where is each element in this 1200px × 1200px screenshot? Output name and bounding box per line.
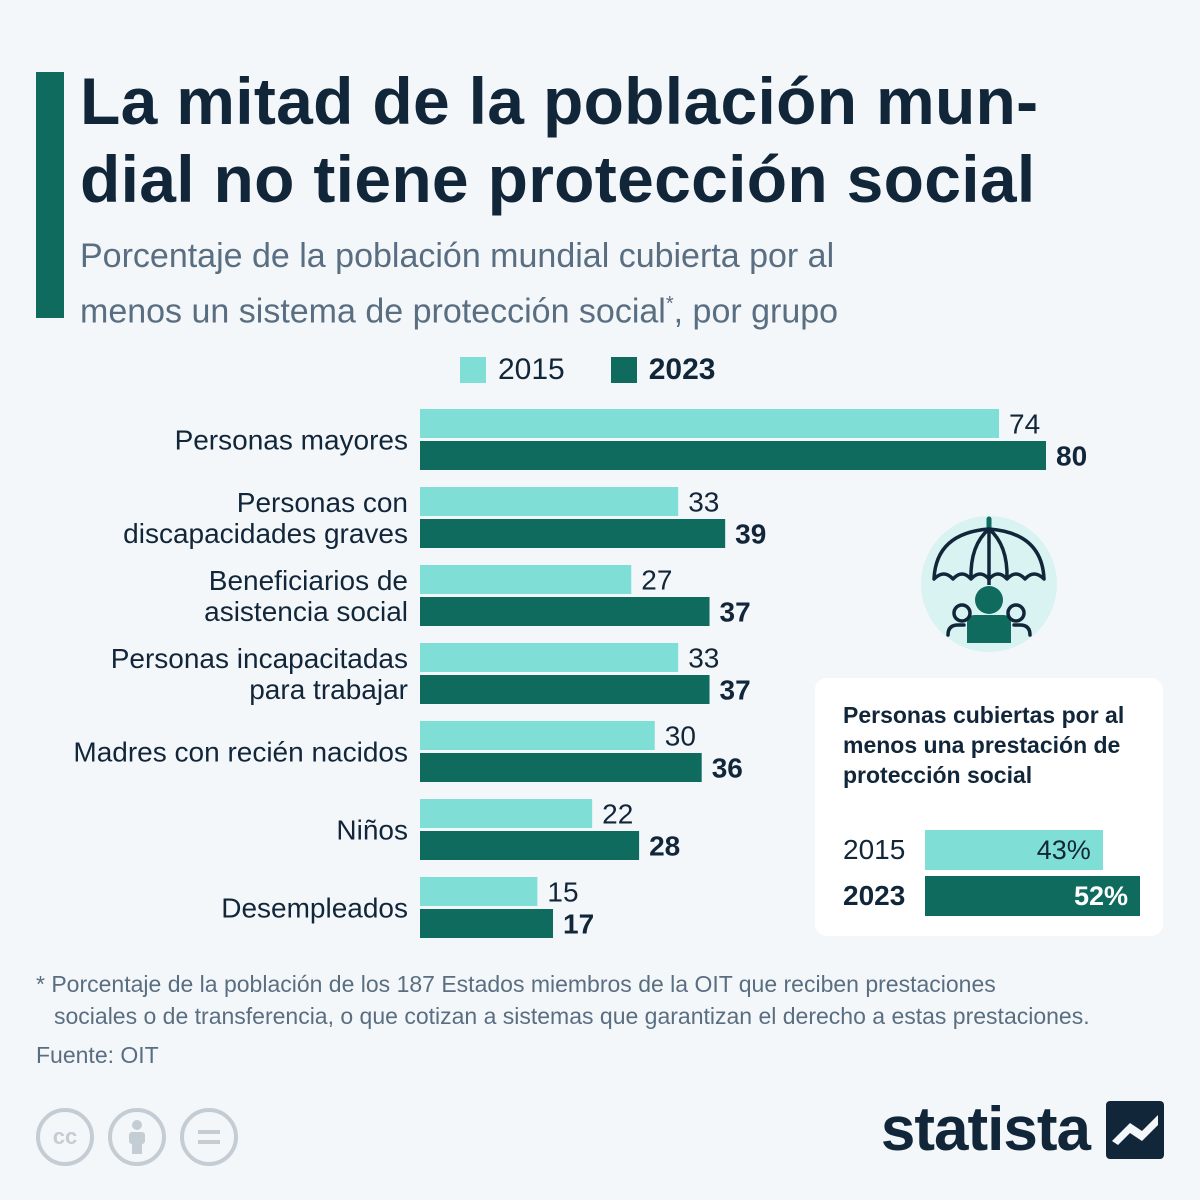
accent-bar xyxy=(36,72,64,318)
legend-swatch-2023 xyxy=(610,357,637,383)
bar-2023 xyxy=(420,753,702,782)
subtitle-tail: , por grupo xyxy=(673,292,839,331)
summary-year-2023: 2023 xyxy=(843,880,906,911)
summary-row-2023: 2023 52% xyxy=(843,876,1140,916)
title-line-2: dial no tiene protección social xyxy=(80,142,1036,216)
bar-2015 xyxy=(420,487,679,516)
category-label: Personas mayores xyxy=(175,425,408,456)
legend-swatch-2015 xyxy=(460,357,486,383)
bar-2023 xyxy=(420,597,710,626)
bar-2015 xyxy=(420,721,655,750)
bar-2023 xyxy=(420,675,710,704)
data-label-2023: 28 xyxy=(649,831,680,862)
bar-2023 xyxy=(420,831,640,860)
bar-2015 xyxy=(420,799,593,828)
data-label-2023: 37 xyxy=(720,675,751,706)
license-icons: cc xyxy=(36,1108,252,1166)
subtitle-line-2: menos un sistema de protección social xyxy=(80,292,666,331)
legend-item-2015: 2015 xyxy=(460,353,565,387)
data-label-2023: 39 xyxy=(735,519,766,550)
summary-year-2015: 2015 xyxy=(843,834,906,865)
category-label: Niños xyxy=(336,815,408,846)
footnote-line-2: sociales o de transferencia, o que cotiz… xyxy=(54,1003,1090,1029)
category-label: Madres con recién nacidos xyxy=(73,737,408,768)
data-label-2015: 33 xyxy=(688,487,719,518)
creative-commons-icon[interactable]: cc xyxy=(36,1108,94,1166)
summary-row-2015: 2015 43% xyxy=(843,830,1103,870)
no-derivatives-icon[interactable] xyxy=(180,1108,238,1166)
summary-bar-2023: 52% xyxy=(925,876,1140,916)
subtitle-line-1: Porcentaje de la población mundial cubie… xyxy=(80,237,835,275)
bar-chart: Personas mayores 74 80 Personas condiscapac… xyxy=(73,409,1087,940)
subtitle: Porcentaje de la población mundial cubie… xyxy=(80,232,1160,335)
brand-name: statista xyxy=(880,1095,1091,1164)
category-label: Beneficiarios de xyxy=(209,565,408,596)
data-label-2015: 74 xyxy=(1009,409,1040,440)
data-label-2015: 15 xyxy=(547,877,578,908)
summary-value-2015: 43% xyxy=(1036,834,1091,865)
summary-bar-2015: 43% xyxy=(925,830,1103,870)
statista-logo-icon xyxy=(1106,1100,1164,1159)
statista-brand[interactable]: statista xyxy=(881,1094,1164,1165)
bar-2023 xyxy=(420,519,726,548)
bar-2015 xyxy=(420,643,679,672)
subtitle-asterisk: * xyxy=(665,293,674,315)
chart-legend: 2015 2023 xyxy=(460,350,762,390)
data-label-2023: 36 xyxy=(712,753,743,784)
bar-2023 xyxy=(420,441,1046,470)
summary-box: Personas cubiertas por al menos una pres… xyxy=(815,678,1163,936)
category-label: asistencia social xyxy=(204,596,408,627)
data-label-2015: 27 xyxy=(641,565,672,596)
summary-title: Personas cubiertas por al menos una pres… xyxy=(843,702,1125,788)
data-label-2015: 22 xyxy=(602,799,633,830)
legend-label-2023: 2023 xyxy=(648,353,716,386)
legend-label-2015: 2015 xyxy=(498,353,565,386)
footnote-line-1: * Porcentaje de la población de los 187 … xyxy=(36,971,996,997)
summary-value-2023: 52% xyxy=(1073,880,1128,911)
legend-item-2023: 2023 xyxy=(610,353,716,387)
umbrella-people-icon xyxy=(920,515,1058,653)
category-label: para trabajar xyxy=(249,674,408,705)
data-label-2023: 37 xyxy=(720,597,751,628)
data-label-2015: 33 xyxy=(688,643,719,674)
data-label-2023: 17 xyxy=(563,909,594,940)
page-title: La mitad de la población mun- dial no ti… xyxy=(80,62,1180,218)
source: Fuente: OIT xyxy=(36,1042,159,1068)
category-label: Desempleados xyxy=(221,893,408,924)
bar-2023 xyxy=(420,909,554,938)
data-label-2015: 30 xyxy=(665,721,696,752)
footnote: * Porcentaje de la población de los 187 … xyxy=(36,968,1176,1032)
data-label-2023: 80 xyxy=(1056,441,1087,472)
category-label: discapacidades graves xyxy=(123,518,408,549)
attribution-icon[interactable] xyxy=(108,1108,166,1166)
bar-2015 xyxy=(420,877,538,906)
bar-2015 xyxy=(420,565,632,594)
category-label: Personas con xyxy=(237,487,408,518)
title-line-1: La mitad de la población mun- xyxy=(80,64,1039,138)
category-label: Personas incapacitadas xyxy=(111,643,408,674)
bar-2015 xyxy=(420,409,1000,438)
